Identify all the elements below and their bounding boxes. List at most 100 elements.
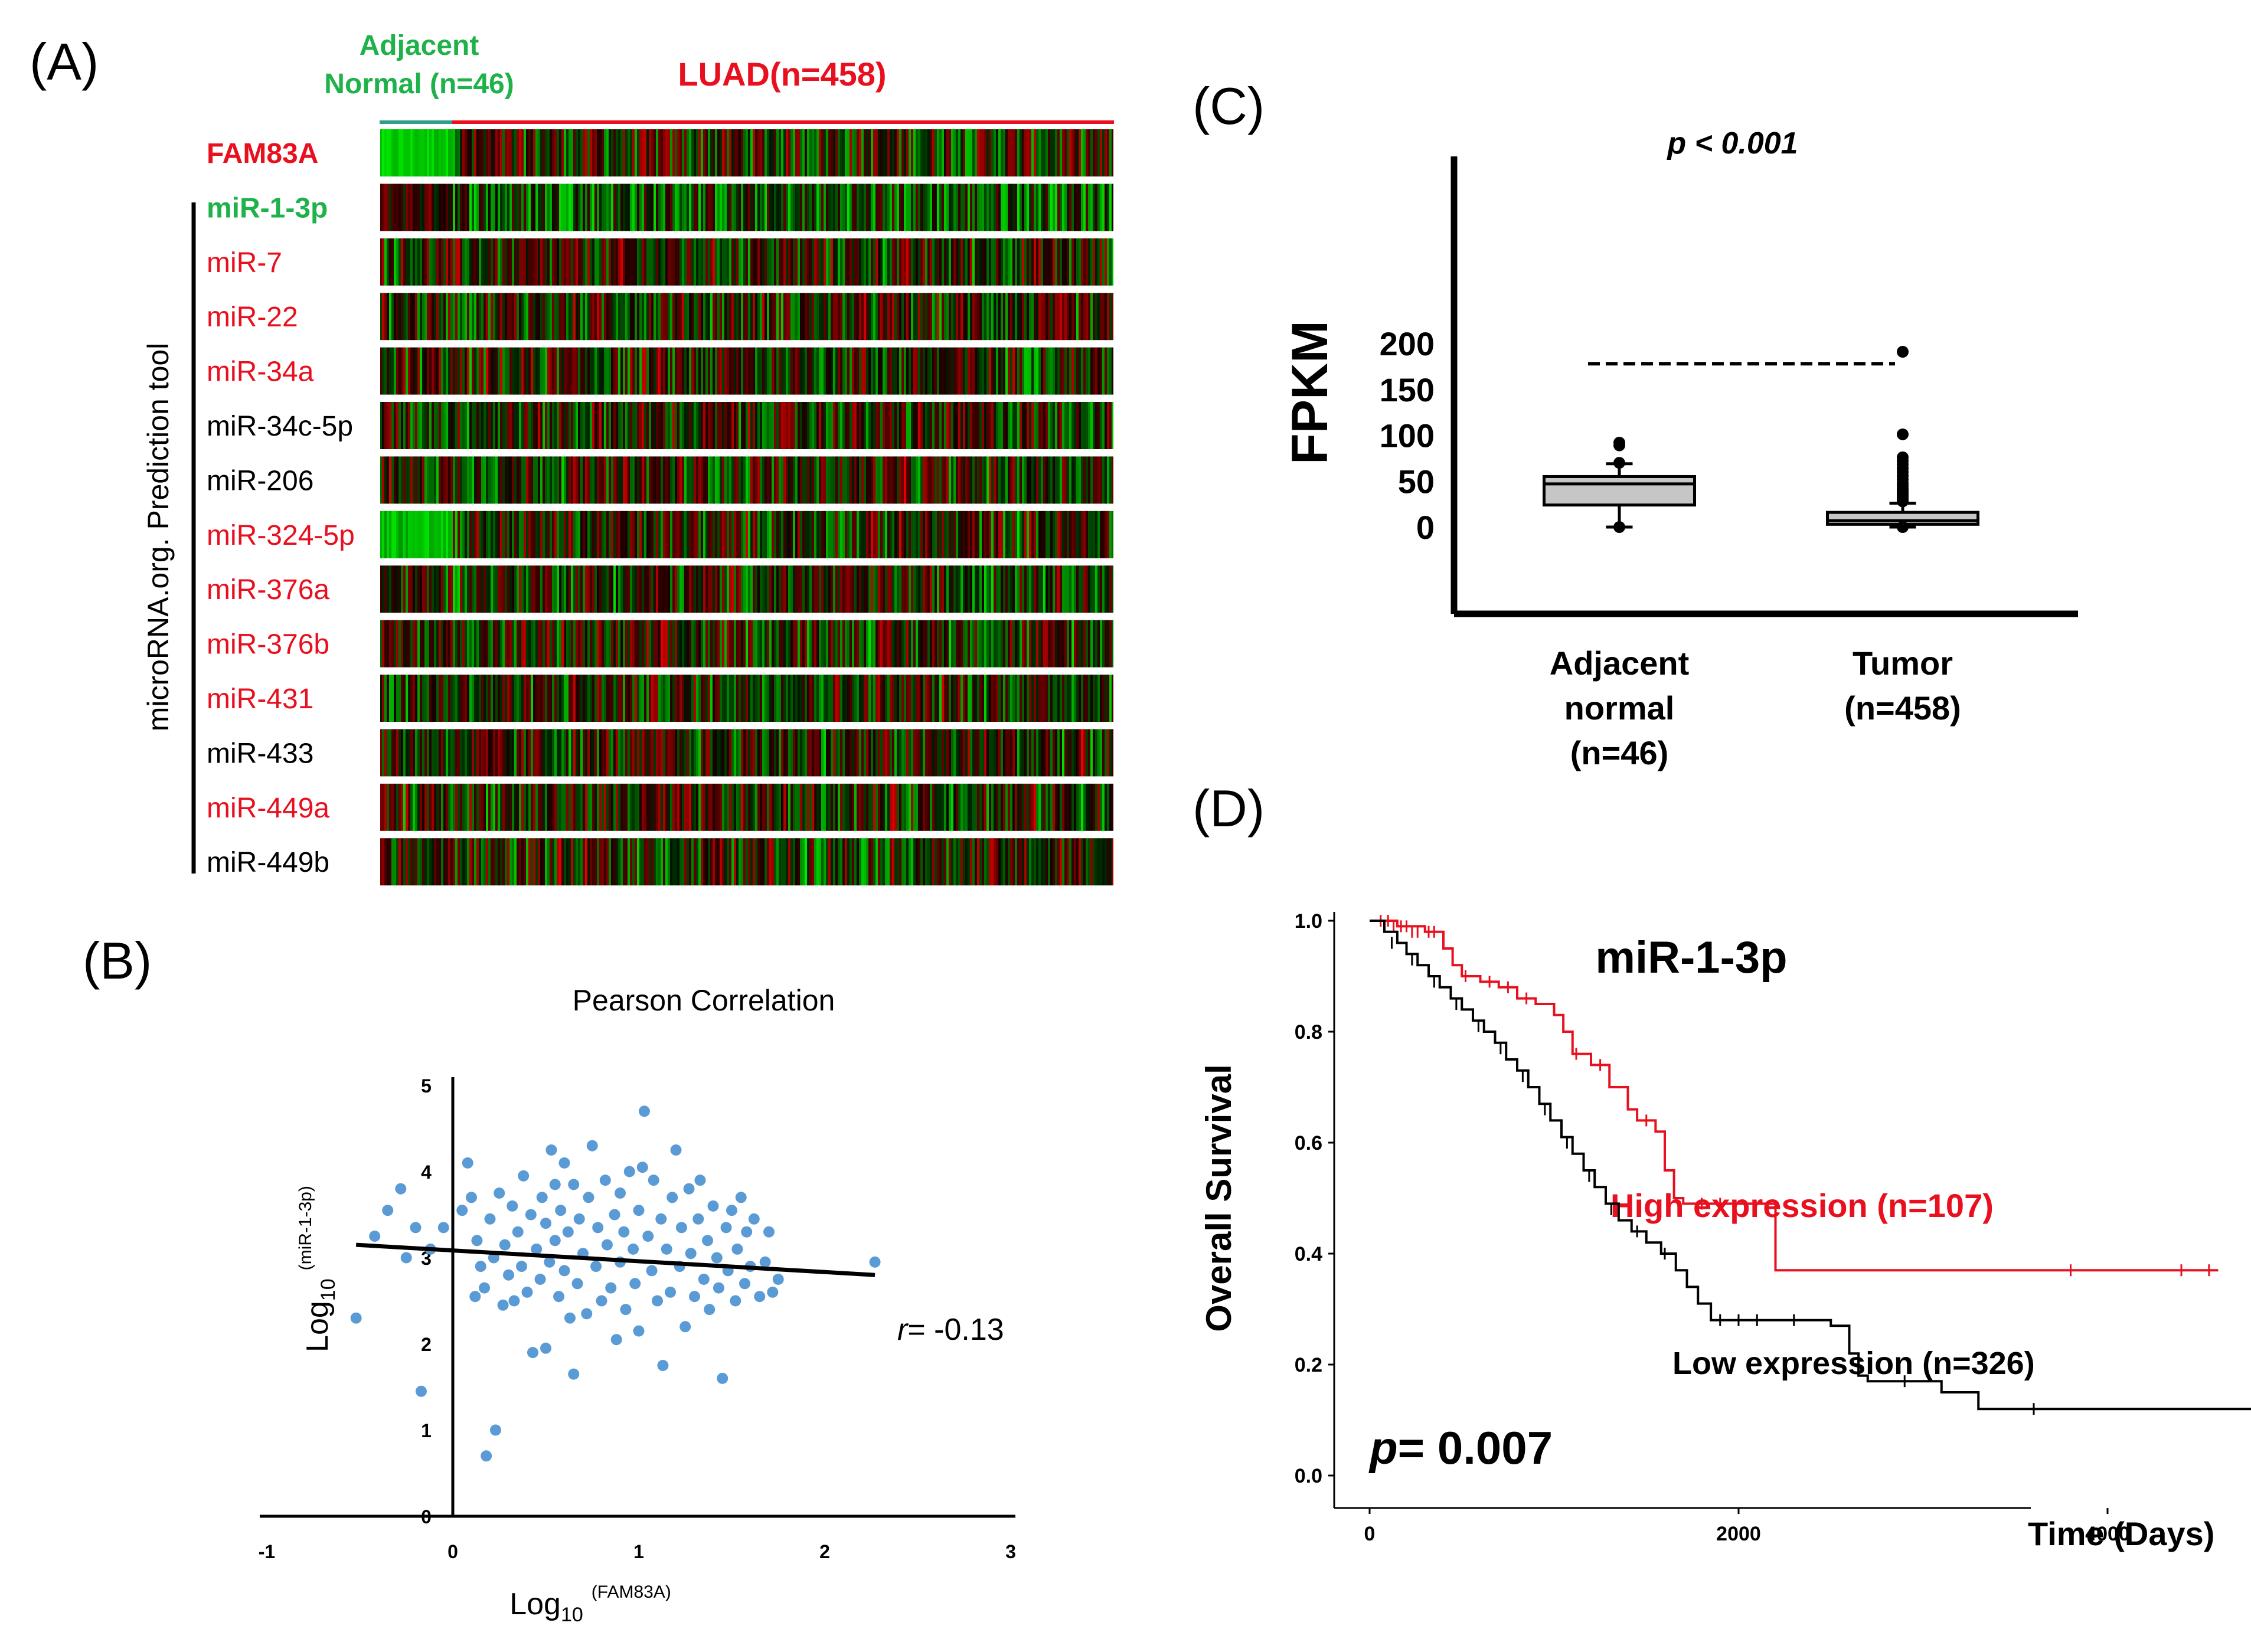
heatmap-cell — [486, 292, 489, 341]
heatmap-cell — [772, 565, 775, 614]
heatmap-cell — [396, 401, 399, 450]
heatmap-cell — [654, 510, 656, 559]
heatmap-cell — [875, 129, 878, 177]
heatmap-cell — [859, 401, 862, 450]
heatmap-cell — [517, 619, 520, 668]
heatmap-cell — [521, 510, 524, 559]
heatmap-cell — [1020, 619, 1022, 668]
heatmap-cell — [774, 129, 777, 177]
scatter-point — [395, 1183, 407, 1195]
heatmap-cell — [420, 401, 423, 450]
heatmap-cell — [982, 292, 985, 341]
heatmap-cell — [517, 510, 520, 559]
heatmap-cell — [975, 565, 978, 614]
heatmap-cell — [543, 838, 545, 886]
heatmap-cell — [677, 346, 680, 395]
heatmap-cell — [623, 183, 626, 232]
heatmap-cell — [1041, 237, 1044, 286]
heatmap-cell — [639, 456, 642, 505]
heatmap-cell — [951, 565, 954, 614]
heatmap-cell — [406, 456, 409, 505]
heatmap-cell — [1050, 129, 1053, 177]
heatmap-cell — [819, 619, 822, 668]
heatmap-cell — [538, 728, 541, 777]
heatmap-cell — [724, 401, 727, 450]
heatmap-cell — [585, 129, 588, 177]
heatmap-cell — [554, 401, 557, 450]
heatmap-cell — [502, 129, 505, 177]
heatmap-cell — [687, 565, 690, 614]
heatmap-cell — [975, 619, 978, 668]
heatmap-cell — [491, 456, 494, 505]
heatmap-cell — [441, 783, 444, 832]
heatmap-cell — [677, 728, 680, 777]
heatmap-cell — [505, 565, 508, 614]
heatmap-cell — [427, 619, 430, 668]
heatmap-cell — [677, 510, 680, 559]
heatmap-cell — [1081, 783, 1084, 832]
heatmap-cell — [731, 728, 734, 777]
heatmap-cell — [1050, 237, 1053, 286]
heatmap-cell — [580, 346, 583, 395]
heatmap-cell — [1036, 619, 1039, 668]
heatmap-cell — [493, 401, 496, 450]
heatmap-cell — [403, 619, 406, 668]
heatmap-cell — [450, 783, 453, 832]
heatmap-cell — [835, 783, 838, 832]
heatmap-cell — [977, 510, 980, 559]
heatmap-cell — [996, 346, 999, 395]
heatmap-cell — [880, 838, 883, 886]
heatmap-cell — [642, 565, 645, 614]
heatmap-cell — [656, 565, 659, 614]
heatmap-cell — [873, 292, 876, 341]
heatmap-cell — [975, 728, 978, 777]
heatmap-cell — [401, 674, 404, 722]
heatmap-cell — [483, 237, 486, 286]
heatmap-cell — [599, 674, 602, 722]
heatmap-cell — [476, 237, 479, 286]
heatmap-cell — [498, 565, 501, 614]
heatmap-cell — [774, 346, 777, 395]
heatmap-cell — [953, 728, 956, 777]
heatmap-cell — [663, 783, 666, 832]
heatmap-cell — [833, 619, 836, 668]
heatmap-cell — [606, 183, 609, 232]
heatmap-cell — [594, 783, 597, 832]
heatmap-cell — [663, 838, 666, 886]
heatmap-cell — [1088, 129, 1091, 177]
heatmap-cell — [972, 237, 975, 286]
heatmap-cell — [743, 237, 746, 286]
heatmap-cell — [883, 456, 886, 505]
heatmap-cell — [472, 292, 475, 341]
heatmap-cell — [502, 237, 505, 286]
scatter-point — [657, 1360, 669, 1371]
heatmap-cell — [1097, 237, 1100, 286]
heatmap-cell — [932, 456, 935, 505]
heatmap-cell — [609, 292, 612, 341]
heatmap-cell — [443, 783, 446, 832]
heatmap-cell — [453, 346, 456, 395]
heatmap-cell — [753, 346, 756, 395]
heatmap-cell — [998, 456, 1001, 505]
heatmap-cell — [946, 565, 949, 614]
heatmap-cell — [517, 346, 520, 395]
heatmap-cell — [748, 619, 751, 668]
heatmap-cell — [460, 237, 463, 286]
heatmap-cell — [873, 565, 876, 614]
heatmap-cell — [410, 728, 413, 777]
heatmap-cell — [498, 838, 501, 886]
heatmap-cell — [996, 728, 999, 777]
heatmap-cell — [1005, 237, 1008, 286]
heatmap-cell — [394, 237, 397, 286]
heatmap-cell — [717, 183, 720, 232]
scatter-point — [583, 1192, 594, 1203]
heatmap-cell — [710, 783, 713, 832]
heatmap-cell — [580, 401, 583, 450]
heatmap-cell — [1102, 783, 1105, 832]
heatmap-cell — [1022, 237, 1025, 286]
heatmap-cell — [909, 728, 911, 777]
heatmap-cell — [439, 346, 442, 395]
heatmap-cell — [519, 183, 522, 232]
heatmap-cell — [781, 401, 784, 450]
heatmap-cell — [705, 783, 708, 832]
